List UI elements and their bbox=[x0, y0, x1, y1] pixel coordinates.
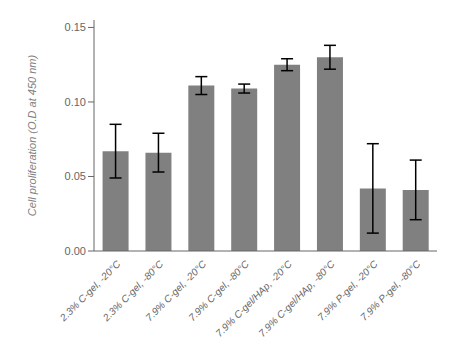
svg-text:0.10: 0.10 bbox=[65, 96, 86, 108]
svg-text:7.9% C-gel, -80°C: 7.9% C-gel, -80°C bbox=[186, 258, 252, 324]
svg-text:7.9% C-gel, -20°C: 7.9% C-gel, -20°C bbox=[143, 258, 209, 324]
svg-text:0.15: 0.15 bbox=[65, 21, 86, 33]
svg-text:7.9% P-gel, -80°C: 7.9% P-gel, -80°C bbox=[358, 258, 423, 323]
svg-text:0.05: 0.05 bbox=[65, 170, 86, 182]
svg-text:2.3% C-gel, -80°C: 2.3% C-gel, -80°C bbox=[100, 258, 166, 324]
svg-text:7.9% C-gel/HAp, -20°C: 7.9% C-gel/HAp, -20°C bbox=[213, 258, 294, 339]
svg-text:2.3% C-gel, -20°C: 2.3% C-gel, -20°C bbox=[57, 258, 123, 324]
svg-text:Cell proliferation (O.D at 450: Cell proliferation (O.D at 450 nm) bbox=[26, 54, 38, 216]
svg-text:7.9% C-gel/HAp, -80°C: 7.9% C-gel/HAp, -80°C bbox=[256, 258, 337, 339]
svg-text:7.9% P-gel, -20°C: 7.9% P-gel, -20°C bbox=[315, 258, 380, 323]
svg-text:0.00: 0.00 bbox=[65, 245, 86, 257]
